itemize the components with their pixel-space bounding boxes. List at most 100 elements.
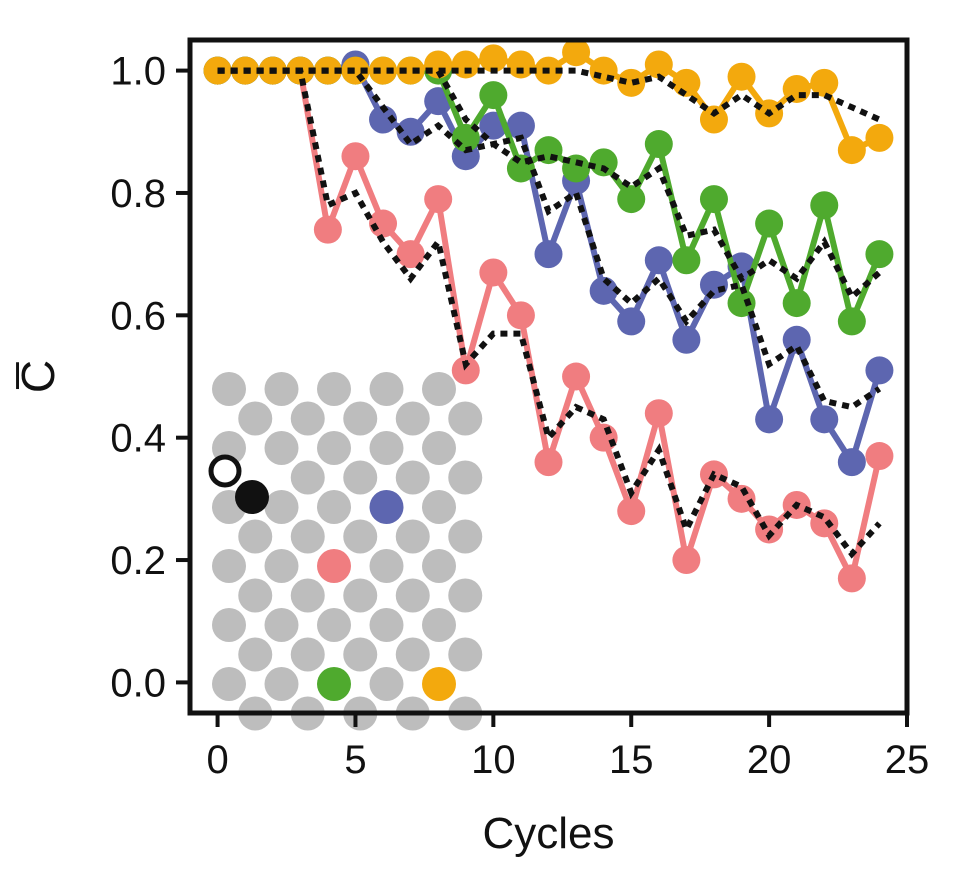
x-tick-label: 0 [206,738,228,782]
inset-lattice-site [395,460,430,495]
data-point [727,62,756,91]
inset-lattice-site [290,460,325,495]
x-tick-label: 15 [609,738,654,782]
data-point [837,564,866,593]
y-axis: 0.0 0.2 0.4 0.6 0.8 1.0 [110,50,190,705]
fit-line-0 [217,67,882,559]
inset-lattice-site [422,431,456,465]
inset-lattice-site [238,578,273,613]
inset-lattice-site [290,578,325,613]
data-point [506,50,535,79]
inset-marker-site [317,667,351,701]
inset-marker-site [317,549,351,583]
data-point [810,191,839,220]
fit-line-3 [217,67,881,123]
inset-lattice-site [395,401,430,436]
data-point [755,209,784,238]
data-point [865,442,894,471]
data-point [617,307,646,336]
inset-lattice-site [238,401,273,436]
inset-lattice-site [395,519,430,554]
inset-lattice-site [238,519,273,554]
inset-lattice-site [264,431,299,465]
inset-lattice-site [212,667,246,701]
data-point [865,240,894,269]
inset-lattice-site [317,431,351,465]
data-point [451,50,480,79]
data-point [837,307,866,336]
data-point [672,68,701,97]
x-tick-label: 20 [747,738,792,782]
y-tick-label: 0.6 [110,294,166,338]
data-point [589,276,618,305]
inset-lattice-site [422,372,456,406]
inset-lattice-site [422,608,456,642]
data-point [672,546,701,575]
inset-marker-site [369,490,404,524]
inset-lattice-site [290,519,325,554]
inset-lattice-site [369,431,404,465]
data-point [810,68,839,97]
y-tick-label: 0.4 [110,417,166,461]
inset-lattice-site [264,372,299,406]
inset-lattice-site [422,549,456,583]
inset-lattice-site [317,608,351,642]
y-tick-label: 1.0 [110,50,166,94]
inset-lattice-site [395,578,430,613]
data-point [506,301,535,330]
inset-lattice-site [422,490,456,524]
data-point [534,448,563,477]
data-point [589,148,618,177]
inset-lattice-site [369,549,404,583]
series-layer [203,38,894,593]
x-axis: 0 5 10 15 20 25 [206,713,929,782]
data-point [562,362,591,391]
inset-lattice-site [264,549,299,583]
y-axis-label: C̅ [12,360,64,393]
data-point [672,325,701,354]
inset-lattice-site [264,667,299,701]
inset-lattice-site [448,460,483,495]
data-point [451,356,480,385]
inset-black-circle [235,480,269,514]
inset-lattice-site [369,372,404,406]
data-point [369,56,398,85]
data-point [782,289,811,318]
inset-lattice-site [343,401,378,436]
data-point [617,185,646,214]
data-point [865,123,894,152]
data-point [396,56,425,85]
y-tick-label: 0.0 [110,661,166,705]
inset-lattice-site [238,637,273,672]
x-tick-label: 5 [344,738,366,782]
inset-lattice-diagram [208,372,483,731]
data-point [479,258,508,287]
inset-lattice-site [343,519,378,554]
x-tick-label: 25 [885,738,930,782]
inset-lattice-site [317,490,351,524]
data-point [699,185,728,214]
data-point [672,246,701,275]
inset-lattice-site [343,578,378,613]
data-point [562,38,591,67]
data-point [837,448,866,477]
inset-lattice-site [264,608,299,642]
data-point [644,130,673,159]
y-tick-label: 0.2 [110,539,166,583]
data-point [644,246,673,275]
data-point [506,111,535,140]
inset-lattice-site [395,637,430,672]
data-point [810,405,839,434]
inset-lattice-site [212,608,246,642]
data-point [699,105,728,134]
inset-lattice-site [317,372,351,406]
y-tick-label: 0.8 [110,172,166,216]
data-point [341,142,370,171]
data-point [644,399,673,428]
data-point [782,325,811,354]
inset-lattice-site [369,608,404,642]
data-point [865,356,894,385]
inset-marker-site [422,667,456,701]
data-point [727,484,756,513]
